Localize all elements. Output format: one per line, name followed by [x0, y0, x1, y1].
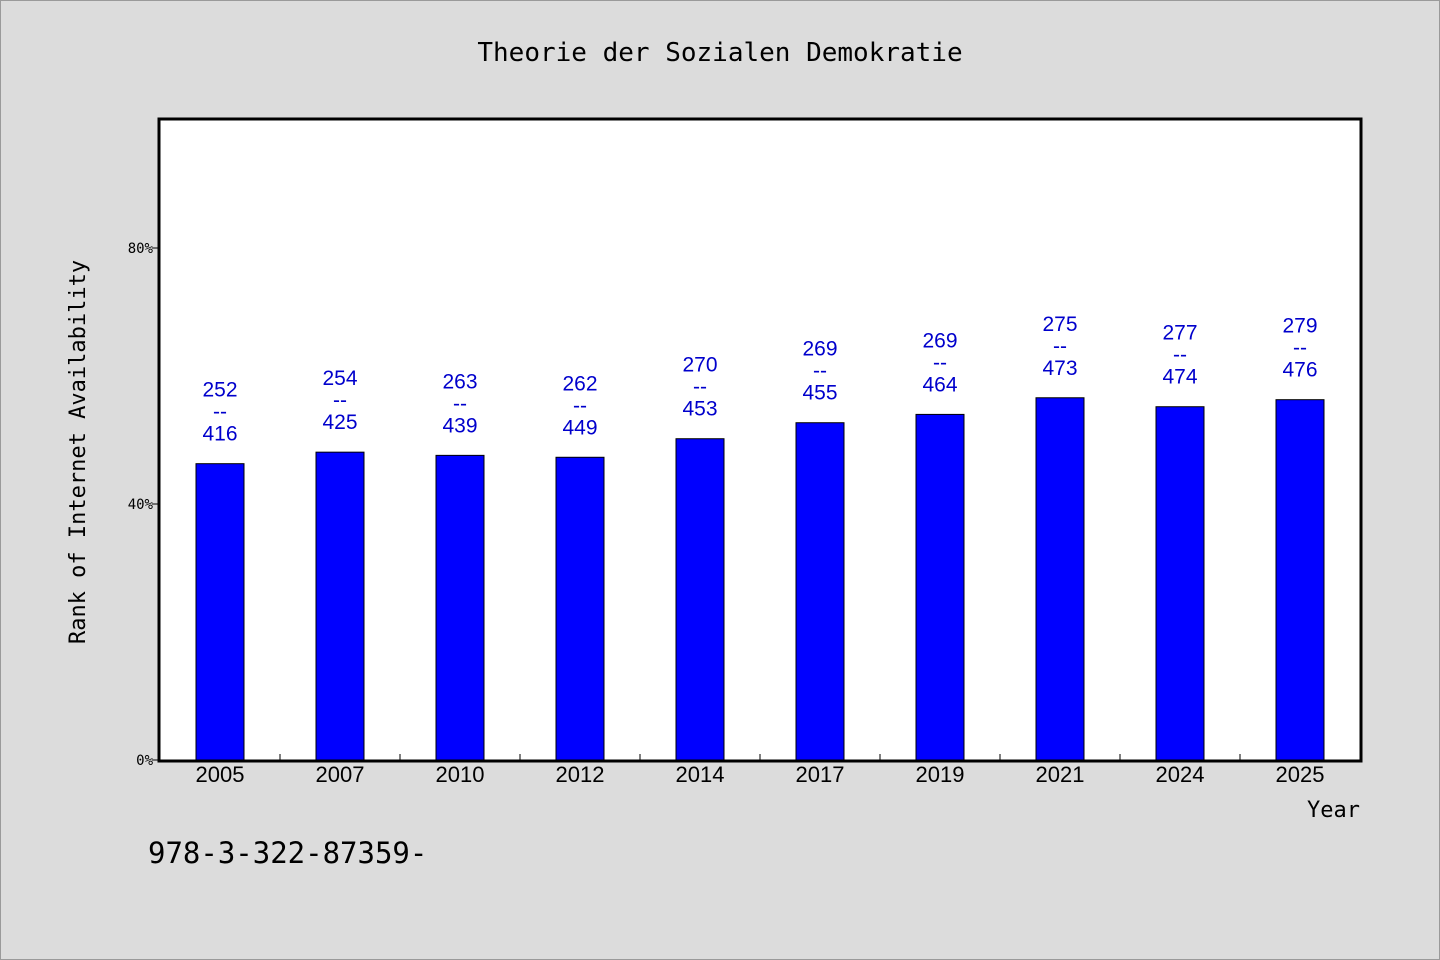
y-tick-label-40: 40%	[128, 497, 154, 513]
data-label-bottom-2005: 416	[202, 423, 237, 446]
data-label-sep-2010: --	[453, 392, 467, 415]
bar-2012	[555, 456, 605, 761]
data-label-bottom-2024: 474	[1162, 366, 1197, 389]
data-label-sep-2021: --	[1053, 335, 1067, 358]
data-label-bottom-2021: 473	[1042, 357, 1077, 380]
bar-2010	[435, 454, 485, 761]
x-tick-label-2025: 2025	[1276, 762, 1325, 787]
data-label-top-2017: 269	[802, 338, 837, 361]
data-label-sep-2007: --	[333, 389, 347, 412]
bar-2019	[915, 413, 965, 761]
chart-title: Theorie der Sozialen Demokratie	[477, 38, 962, 68]
data-label-bottom-2014: 453	[682, 398, 717, 421]
data-labels-layer: 252--416254--425263--439262--449270--453…	[202, 313, 1317, 446]
bar-2021	[1035, 397, 1085, 761]
bar-2024	[1155, 406, 1205, 761]
isbn-footer: 978-3-322-87359-	[148, 836, 427, 870]
data-label-bottom-2017: 455	[802, 382, 837, 405]
data-label-sep-2014: --	[693, 376, 707, 399]
data-label-sep-2017: --	[813, 360, 827, 383]
bar-2017	[795, 422, 845, 761]
data-label-bottom-2019: 464	[922, 373, 957, 396]
y-axis: 0% 40% 80%	[128, 241, 160, 769]
data-label-top-2014: 270	[682, 354, 717, 377]
x-tick-label-2014: 2014	[676, 762, 725, 787]
data-label-top-2021: 275	[1042, 313, 1077, 336]
data-label-top-2025: 279	[1282, 315, 1317, 338]
x-tick-label-2024: 2024	[1156, 762, 1205, 787]
data-label-top-2010: 263	[442, 370, 477, 393]
x-tick-label-2005: 2005	[196, 762, 245, 787]
bars-layer	[195, 397, 1325, 761]
data-label-sep-2024: --	[1173, 344, 1187, 367]
y-tick-label-80: 80%	[128, 241, 154, 257]
x-axis-label: Year	[1307, 798, 1360, 823]
data-label-sep-2012: --	[573, 394, 587, 417]
bar-2007	[315, 451, 365, 761]
y-axis-label: Rank of Internet Availability	[66, 260, 91, 644]
data-label-sep-2025: --	[1293, 337, 1307, 360]
bar-2014	[675, 438, 725, 761]
data-label-top-2024: 277	[1162, 322, 1197, 345]
bar-2025	[1275, 399, 1325, 761]
data-label-top-2019: 269	[922, 329, 957, 352]
x-tick-label-2021: 2021	[1036, 762, 1085, 787]
x-tick-label-2019: 2019	[916, 762, 965, 787]
x-tick-label-2017: 2017	[796, 762, 845, 787]
x-tick-label-2010: 2010	[436, 762, 485, 787]
data-label-bottom-2007: 425	[322, 411, 357, 434]
data-label-bottom-2010: 439	[442, 414, 477, 437]
x-tick-label-2012: 2012	[556, 762, 605, 787]
data-label-top-2005: 252	[202, 379, 237, 402]
bar-2005	[195, 463, 245, 761]
x-tick-label-2007: 2007	[316, 762, 365, 787]
data-label-top-2007: 254	[322, 367, 357, 390]
data-label-top-2012: 262	[562, 372, 597, 395]
data-label-sep-2005: --	[213, 401, 227, 424]
y-tick-label-0: 0%	[136, 753, 153, 769]
data-label-bottom-2025: 476	[1282, 359, 1317, 382]
data-label-sep-2019: --	[933, 351, 947, 374]
data-label-bottom-2012: 449	[562, 416, 597, 439]
x-axis: 2005 2007 2010 2012 2014 2017 2019 2021 2024 2025	[196, 754, 1325, 787]
